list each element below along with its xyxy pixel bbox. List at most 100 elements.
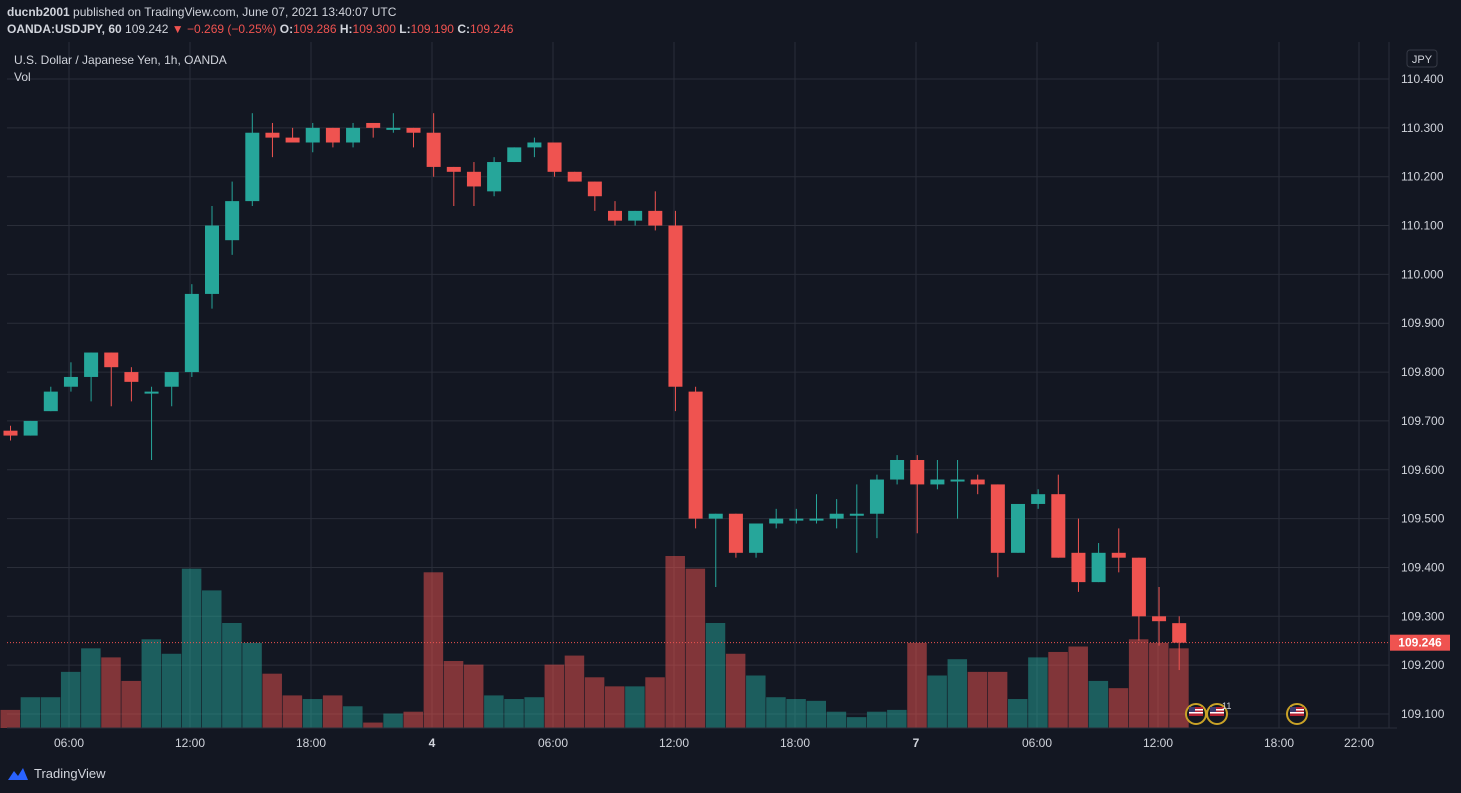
candle[interactable] <box>749 523 764 558</box>
candle[interactable] <box>567 171 582 182</box>
price-chart[interactable]: 110.400 110.300 110.200 110.100 110.000 109.9… <box>0 42 1461 757</box>
candle[interactable] <box>950 460 965 519</box>
down-arrow-icon: ▼ <box>171 22 184 36</box>
candle[interactable] <box>849 484 864 553</box>
candle[interactable] <box>1071 518 1086 592</box>
candle[interactable] <box>990 484 1005 578</box>
candle[interactable] <box>930 460 945 490</box>
candle[interactable] <box>789 508 804 524</box>
candle-body <box>1172 623 1187 643</box>
currency-badge[interactable] <box>1406 49 1438 68</box>
candle[interactable] <box>406 127 421 148</box>
event-markers[interactable]: 11 <box>1185 701 1308 725</box>
candle[interactable] <box>124 367 139 402</box>
candle[interactable] <box>809 494 824 524</box>
time-axis[interactable]: 06:00 12:00 18:00 4 06:00 12:00 18:00 7 06:00 12:… <box>7 727 1397 750</box>
publisher-name[interactable]: ducnb2001 <box>7 5 70 19</box>
candle[interactable] <box>688 386 703 529</box>
volume-bar <box>907 642 927 728</box>
candle[interactable] <box>386 113 401 133</box>
candle-body <box>547 142 562 172</box>
price-tick-label: 109.600 <box>1401 463 1445 477</box>
candle[interactable] <box>63 362 78 392</box>
candle[interactable] <box>547 142 562 177</box>
volume-bar <box>645 677 665 728</box>
last-value: 109.242 <box>125 22 169 36</box>
candle[interactable] <box>305 122 320 153</box>
volume-bar <box>222 622 242 728</box>
volume-bar <box>685 568 706 728</box>
candle[interactable] <box>910 455 925 534</box>
candle[interactable] <box>1111 528 1126 573</box>
candle[interactable] <box>164 372 179 407</box>
candle[interactable] <box>1131 557 1146 641</box>
volume-bar <box>40 697 61 728</box>
candle[interactable] <box>890 455 905 485</box>
candle[interactable] <box>205 206 219 309</box>
candle[interactable] <box>23 420 38 436</box>
volume-bar <box>665 556 685 728</box>
candle[interactable] <box>426 113 441 177</box>
candle[interactable] <box>1031 489 1046 509</box>
volume-bar <box>1149 642 1169 728</box>
candle[interactable] <box>628 210 643 226</box>
candle[interactable] <box>587 181 602 211</box>
candle[interactable] <box>265 122 280 158</box>
volume-bar <box>846 717 867 728</box>
last-price-label: 109.246 <box>1398 636 1442 650</box>
candle[interactable] <box>325 127 340 148</box>
candle[interactable] <box>144 386 159 460</box>
candle[interactable] <box>869 474 884 539</box>
candle[interactable] <box>970 474 985 495</box>
brand[interactable]: TradingView <box>7 766 106 781</box>
candle[interactable] <box>84 352 99 402</box>
candle[interactable] <box>728 513 743 558</box>
us-flag-event-icon[interactable] <box>1206 703 1228 725</box>
candle[interactable] <box>466 162 481 206</box>
candle[interactable] <box>285 127 300 143</box>
price-tick-label: 109.400 <box>1401 560 1445 574</box>
candle[interactable] <box>43 386 58 412</box>
candle[interactable] <box>769 508 784 529</box>
candle-body <box>749 523 764 553</box>
candle-body <box>648 210 663 226</box>
candle[interactable] <box>366 122 381 138</box>
candle-body <box>970 479 985 485</box>
high-value: 109.300 <box>352 22 396 36</box>
price-axis[interactable]: 110.400 110.300 110.200 110.100 110.000 109.9… <box>1388 42 1461 757</box>
volume-bar <box>141 639 162 728</box>
candle[interactable] <box>507 147 522 163</box>
candle[interactable] <box>648 191 663 231</box>
candle[interactable] <box>446 166 461 206</box>
candle[interactable] <box>346 122 361 148</box>
candle[interactable] <box>1172 616 1187 671</box>
candle[interactable] <box>104 352 119 407</box>
candle[interactable] <box>3 425 18 441</box>
volume-bar <box>1008 699 1028 728</box>
volume-bar <box>544 664 565 728</box>
candle[interactable] <box>1011 503 1025 553</box>
candle[interactable] <box>527 137 542 158</box>
candle[interactable] <box>668 210 683 412</box>
candle-body <box>265 132 280 138</box>
time-tick-label: 7 <box>913 736 920 750</box>
candle[interactable] <box>829 499 844 529</box>
tradingview-logo-icon <box>8 767 28 780</box>
candle[interactable] <box>225 181 240 255</box>
volume-bar <box>987 671 1008 728</box>
volume-bar <box>463 664 484 728</box>
candle[interactable] <box>608 201 622 226</box>
candle[interactable] <box>1051 474 1066 558</box>
candle[interactable] <box>708 513 723 587</box>
candle[interactable] <box>1091 543 1106 583</box>
candle[interactable] <box>487 157 502 197</box>
candle[interactable] <box>184 284 199 377</box>
candle[interactable] <box>1152 587 1167 646</box>
candle[interactable] <box>245 113 260 206</box>
us-flag-event-icon[interactable] <box>1185 703 1207 725</box>
price-tick-label: 110.000 <box>1401 267 1444 281</box>
candle-body <box>1071 552 1086 583</box>
volume-bar <box>766 697 786 728</box>
volume-bar <box>524 697 544 728</box>
us-flag-event-icon[interactable] <box>1286 703 1308 725</box>
